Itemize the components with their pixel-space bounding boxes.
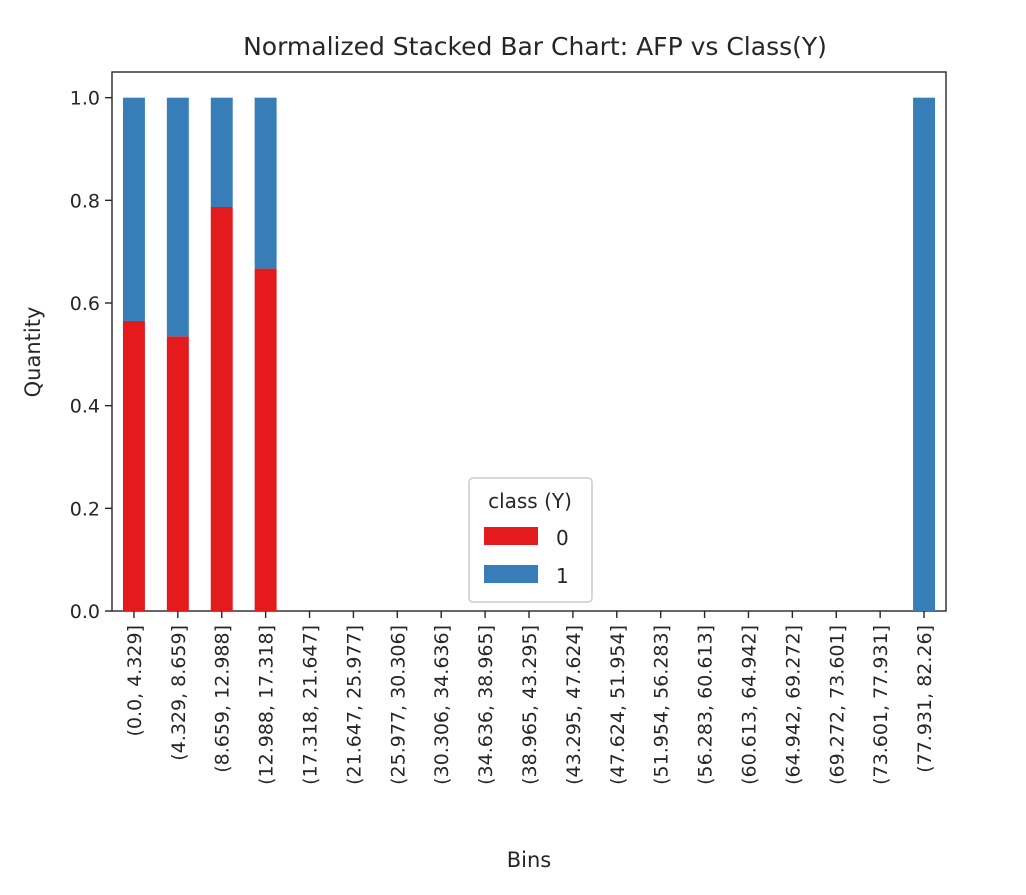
x-axis: (0.0, 4.329] (4.329, 8.659] (8.659, 12.988… xyxy=(124,611,936,785)
bar-series-1-bin-3 xyxy=(210,97,233,208)
y-tick-label: 0.0 xyxy=(70,601,100,623)
x-tick-label: (17.318, 21.647] xyxy=(300,625,322,785)
bar-series-1-bin-19 xyxy=(913,97,936,611)
legend-swatch-0 xyxy=(484,527,538,545)
x-tick-label: (21.647, 25.977] xyxy=(343,625,365,785)
bar-series-1-bin-1 xyxy=(122,97,145,321)
x-tick-label: (0.0, 4.329] xyxy=(124,625,146,737)
bar-series-1-bin-4 xyxy=(254,97,277,269)
x-tick-label: (47.624, 51.954] xyxy=(607,625,629,785)
y-axis-label: Quantity xyxy=(21,307,45,398)
x-tick-label: (30.306, 34.636] xyxy=(431,625,453,785)
y-axis: 0.0 0.2 0.4 0.6 0.8 1.0 xyxy=(70,88,112,623)
y-tick-label: 0.2 xyxy=(70,498,100,520)
bar-series-0-bin-2 xyxy=(166,336,189,611)
legend-label-0: 0 xyxy=(556,526,569,550)
x-tick-label: (43.295, 47.624] xyxy=(563,625,585,785)
legend-label-1: 1 xyxy=(556,564,569,588)
x-tick-label: (77.931, 82.26] xyxy=(914,625,936,773)
x-tick-label: (56.283, 60.613] xyxy=(695,625,717,785)
x-tick-label: (73.601, 77.931] xyxy=(870,625,892,785)
bar-series-1-bin-2 xyxy=(166,97,189,337)
legend-title: class (Y) xyxy=(488,489,572,513)
bar-series-0-bin-3 xyxy=(210,207,233,612)
chart-title: Normalized Stacked Bar Chart: AFP vs Cla… xyxy=(243,32,827,61)
y-tick-label: 0.4 xyxy=(70,396,100,418)
x-tick-label: (34.636, 38.965] xyxy=(475,625,497,785)
legend: class (Y) 0 1 xyxy=(468,477,593,603)
x-tick-label: (51.954, 56.283] xyxy=(651,625,673,785)
x-tick-label: (4.329, 8.659] xyxy=(168,625,190,761)
y-tick-label: 0.6 xyxy=(70,293,100,315)
x-tick-label: (12.988, 17.318] xyxy=(256,625,278,785)
y-tick-label: 0.8 xyxy=(70,190,100,212)
x-tick-label: (60.613, 64.942] xyxy=(738,625,760,785)
legend-swatch-1 xyxy=(484,565,538,583)
bar-series-0-bin-4 xyxy=(254,268,277,611)
x-axis-label: Bins xyxy=(507,848,552,872)
x-tick-label: (38.965, 43.295] xyxy=(519,625,541,785)
bars-group xyxy=(122,97,936,612)
y-tick-label: 1.0 xyxy=(70,88,100,110)
x-tick-label: (64.942, 69.272] xyxy=(782,625,804,785)
x-tick-label: (25.977, 30.306] xyxy=(387,625,409,785)
x-tick-label: (8.659, 12.988] xyxy=(212,625,234,773)
bar-series-0-bin-1 xyxy=(122,320,145,611)
x-tick-label: (69.272, 73.601] xyxy=(826,625,848,785)
